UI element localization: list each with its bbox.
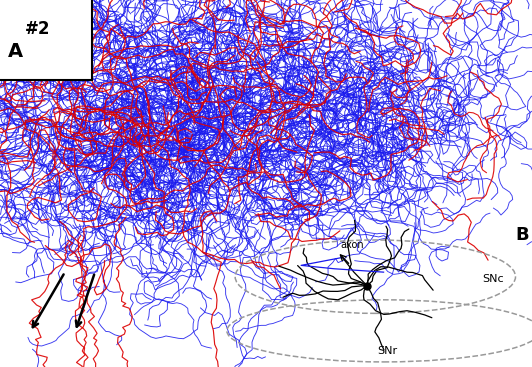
- Text: SNr: SNr: [377, 346, 397, 356]
- Text: axon: axon: [340, 240, 364, 250]
- Text: SNc: SNc: [483, 274, 504, 284]
- Text: #2: #2: [25, 20, 51, 38]
- Text: A: A: [8, 42, 23, 61]
- Text: B: B: [515, 226, 529, 244]
